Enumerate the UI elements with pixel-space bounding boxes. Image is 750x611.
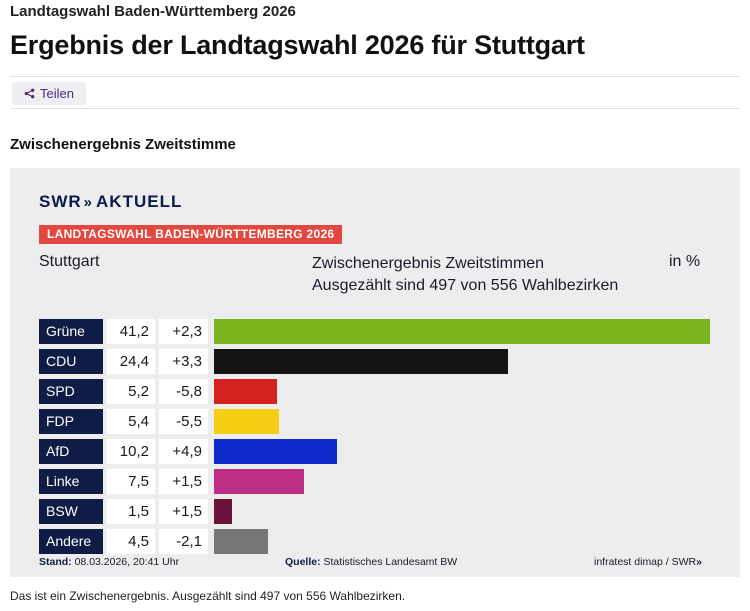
election-ribbon: LANDTAGSWAHL BADEN-WÜRTTEMBERG 2026 bbox=[39, 225, 343, 244]
timestamp-value: 08.03.2026, 20:41 Uhr bbox=[74, 556, 180, 568]
section-title: Zwischenergebnis Zweitstimme bbox=[10, 136, 236, 153]
chevron-icon: » bbox=[83, 193, 93, 211]
chart-subtitle: Ausgezählt sind 497 von 556 Wahlbezirken bbox=[312, 277, 619, 294]
bar bbox=[214, 319, 710, 344]
data-label-change: +2,3 bbox=[159, 319, 208, 344]
data-label-change: -5,8 bbox=[159, 379, 208, 404]
party-label: SPD bbox=[39, 379, 103, 404]
unit-label: in % bbox=[669, 253, 701, 270]
data-label-change: +4,9 bbox=[159, 439, 208, 464]
page-title: Ergebnis der Landtagswahl 2026 für Stutt… bbox=[10, 30, 585, 60]
chart-title: Zwischenergebnis Zweitstimmen bbox=[312, 255, 545, 272]
divider bbox=[10, 108, 740, 109]
data-label-value: 24,4 bbox=[107, 349, 155, 374]
source: Quelle: Statistisches Landesamt BW bbox=[285, 556, 457, 568]
party-label: BSW bbox=[39, 499, 103, 524]
data-label-value: 10,2 bbox=[107, 439, 155, 464]
data-label-value: 41,2 bbox=[107, 319, 155, 344]
source-label: Quelle: bbox=[285, 556, 321, 568]
bar bbox=[214, 499, 232, 524]
timestamp: Stand: 08.03.2026, 20:41 Uhr bbox=[39, 556, 179, 568]
credit: infratest dimap / SWR» bbox=[594, 556, 702, 568]
data-label-value: 5,4 bbox=[107, 409, 155, 434]
bar bbox=[214, 469, 304, 494]
kicker: Landtagswahl Baden-Württemberg 2026 bbox=[10, 3, 296, 20]
bar bbox=[214, 439, 337, 464]
bar bbox=[214, 529, 268, 554]
bar bbox=[214, 379, 277, 404]
party-label: FDP bbox=[39, 409, 103, 434]
election-chart-graphic: SWR » AKTUELL LANDTAGSWAHL BADEN-WÜRTTEM… bbox=[10, 168, 740, 577]
brand-suffix: AKTUELL bbox=[96, 192, 183, 211]
source-value: Statistisches Landesamt BW bbox=[323, 556, 458, 568]
data-label-change: +3,3 bbox=[159, 349, 208, 374]
data-label-value: 4,5 bbox=[107, 529, 155, 554]
data-label-value: 1,5 bbox=[107, 499, 155, 524]
caption: Das ist ein Zwischenergebnis. Ausgezählt… bbox=[10, 589, 406, 603]
share-label: Teilen bbox=[40, 86, 74, 101]
data-label-value: 5,2 bbox=[107, 379, 155, 404]
brand-name: SWR bbox=[39, 192, 82, 211]
chevron-icon: » bbox=[696, 556, 702, 568]
timestamp-label: Stand: bbox=[39, 556, 72, 568]
brand-logo: SWR » AKTUELL bbox=[39, 192, 182, 212]
bar bbox=[214, 409, 279, 434]
bar bbox=[214, 349, 508, 374]
share-button[interactable]: Teilen bbox=[12, 82, 86, 105]
party-label: Andere bbox=[39, 529, 103, 554]
credit-text: infratest dimap / SWR bbox=[594, 556, 697, 568]
data-label-change: -2,1 bbox=[159, 529, 208, 554]
region-label: Stuttgart bbox=[39, 253, 100, 270]
chart-subheading: Zwischenergebnis Zweitstimmen Ausgezählt… bbox=[312, 253, 618, 297]
data-label-change: -5,5 bbox=[159, 409, 208, 434]
party-label: Grüne bbox=[39, 319, 103, 344]
share-icon bbox=[24, 88, 35, 99]
data-label-value: 7,5 bbox=[107, 469, 155, 494]
party-label: CDU bbox=[39, 349, 103, 374]
data-label-change: +1,5 bbox=[159, 499, 208, 524]
data-label-change: +1,5 bbox=[159, 469, 208, 494]
party-label: Linke bbox=[39, 469, 103, 494]
party-label: AfD bbox=[39, 439, 103, 464]
divider bbox=[10, 76, 740, 77]
